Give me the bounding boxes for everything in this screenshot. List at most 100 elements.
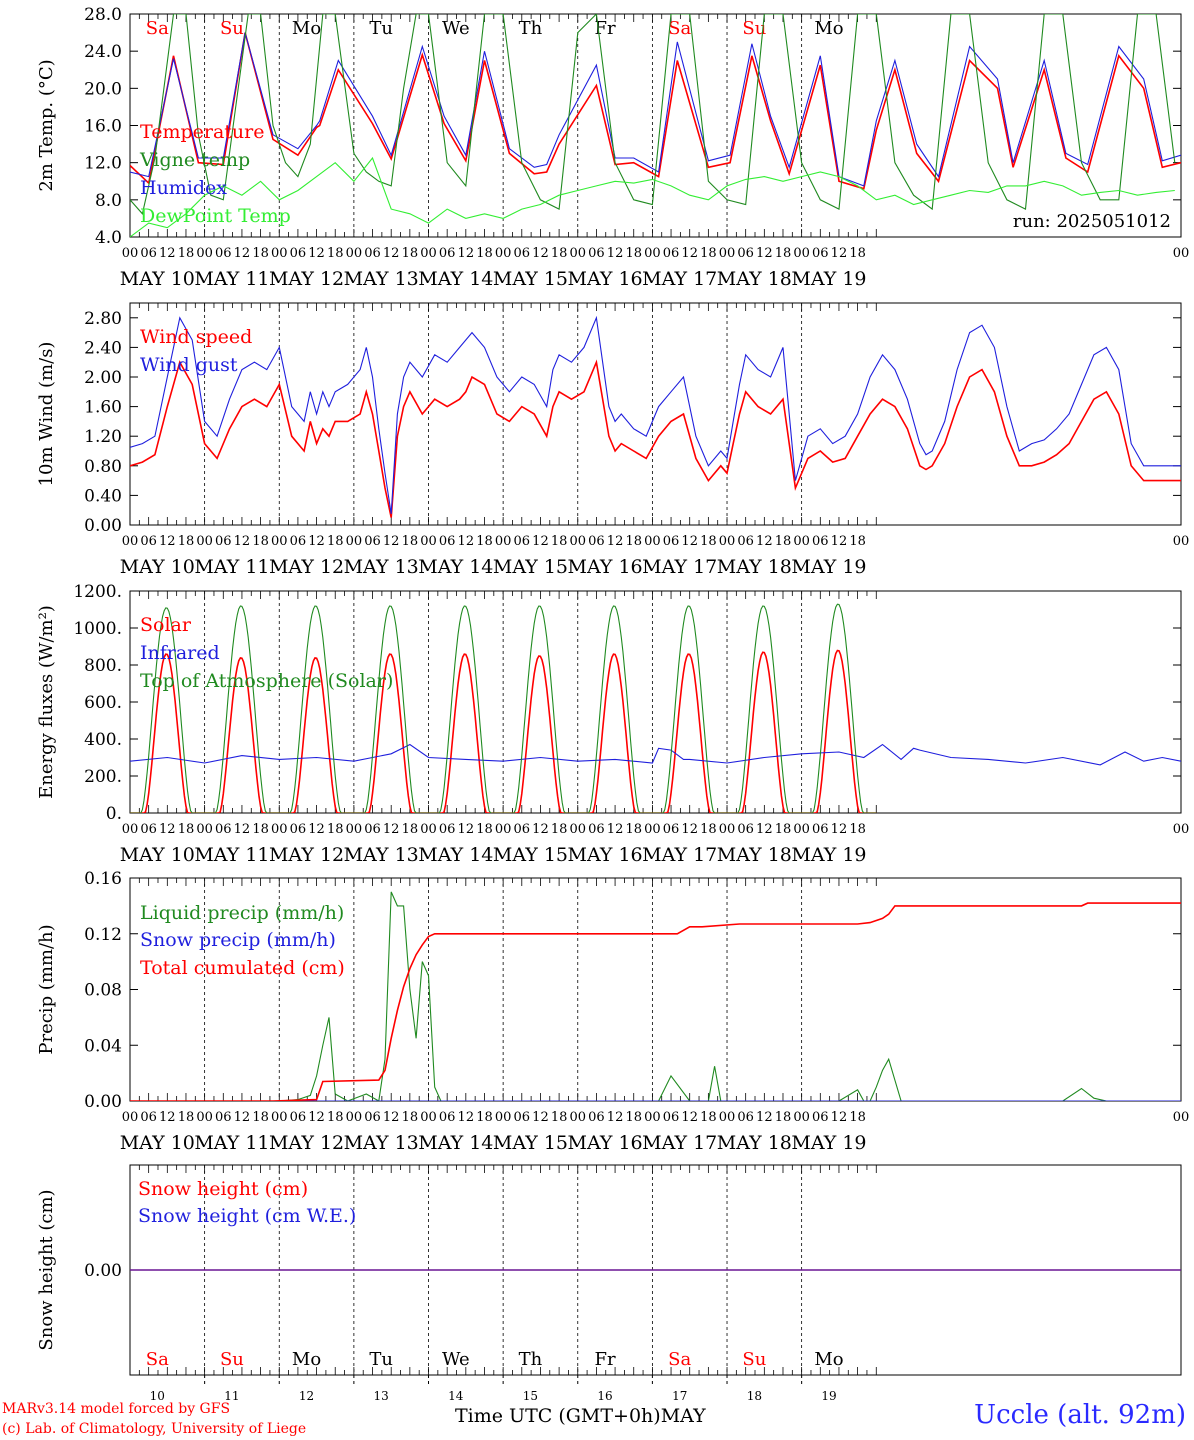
hour-tick-label: 06 [215, 534, 232, 549]
y-tick-label: 0.00 [84, 516, 122, 536]
series-line-top-of-atmosphere-solar- [130, 603, 877, 813]
date-label: MAY 15 [493, 268, 568, 290]
hour-tick-label: 12 [681, 534, 698, 549]
hour-tick-label: 18 [849, 822, 866, 837]
weekday-label: We [442, 1349, 470, 1370]
plot-frame [129, 13, 1182, 238]
y-tick-label: 0.16 [84, 869, 122, 889]
hour-tick-label: 06 [439, 534, 456, 549]
date-label: MAY 13 [344, 268, 419, 290]
y-tick-label: 200. [84, 767, 122, 787]
hour-tick-label: 12 [383, 246, 400, 261]
hour-tick-label: 12 [756, 822, 773, 837]
hour-tick-label: 00 [346, 1110, 363, 1125]
weekday-label: We [442, 18, 470, 39]
hour-tick-label: 06 [215, 1110, 232, 1125]
weekday-label: Su [220, 18, 244, 39]
hour-tick-label: 00 [644, 246, 661, 261]
weekday-label: Sa [668, 18, 691, 39]
hour-tick-label: 00 [196, 822, 213, 837]
y-tick-label: 2.80 [84, 309, 122, 329]
hour-tick-label: 18 [476, 246, 493, 261]
hour-tick-label: 18 [178, 822, 195, 837]
hour-tick-label: 18 [476, 822, 493, 837]
day-number-label: 10 [150, 1389, 165, 1403]
hour-tick-label: 00 [271, 246, 288, 261]
weekday-label: Sa [146, 18, 169, 39]
day-number-label: 12 [299, 1389, 314, 1403]
series-line-wind-speed [130, 359, 1181, 518]
legend-entry: Snow height (cm W.E.) [138, 1205, 356, 1227]
legend-entry: Solar [140, 614, 192, 636]
y-tick-label: 24.0 [84, 42, 122, 62]
y-tick-label: 0.80 [84, 457, 122, 477]
date-label: MAY 15 [493, 556, 568, 578]
hour-tick-label: 00 [346, 822, 363, 837]
hour-tick-label: 06 [663, 246, 680, 261]
legend-entry: Vigne temp [139, 149, 250, 171]
date-label: MAY 16 [567, 556, 642, 578]
hour-tick-label: 18 [402, 1110, 419, 1125]
hour-tick-label: 06 [663, 1110, 680, 1125]
hour-tick-label: 18 [327, 822, 344, 837]
hour-tick-label: 00 [644, 1110, 661, 1125]
hour-tick-label: 00 [793, 822, 810, 837]
hour-tick-label: 06 [812, 246, 829, 261]
hour-tick-label: 06 [439, 1110, 456, 1125]
date-label: MAY 13 [344, 556, 419, 578]
hour-tick-label: 18 [402, 246, 419, 261]
y-tick-label: 0.00 [84, 1261, 122, 1281]
y-tick-label: 28.0 [84, 5, 122, 25]
hour-tick-label: 12 [308, 534, 325, 549]
plot-frame [129, 590, 1182, 814]
hour-tick-label: 12 [234, 822, 251, 837]
series-line-wind-gust [130, 315, 1181, 514]
hour-tick-label: 12 [458, 1110, 475, 1125]
series-line-temperature [130, 32, 1181, 190]
y-tick-label: 1000. [73, 619, 122, 639]
lab-credit: (c) Lab. of Climatology, University of L… [2, 1421, 307, 1437]
hour-tick-label: 12 [831, 1110, 848, 1125]
weekday-label: Fr [595, 18, 616, 39]
hour-tick-label: 18 [252, 534, 269, 549]
hour-tick-label: 06 [364, 822, 381, 837]
hour-tick-label: 18 [625, 246, 642, 261]
date-label: MAY 18 [717, 556, 792, 578]
hour-tick-label: 06 [514, 822, 531, 837]
y-tick-label: 1.20 [84, 427, 122, 447]
hour-tick-label: 12 [308, 246, 325, 261]
hour-tick-label: 00 [644, 822, 661, 837]
hour-tick-label: 18 [700, 534, 717, 549]
hour-tick-label: 18 [252, 246, 269, 261]
weekday-label: Tu [369, 1349, 393, 1370]
hour-tick-label: 06 [140, 246, 157, 261]
y-tick-label: 0. [106, 804, 122, 824]
hour-tick-label: 00 [420, 246, 437, 261]
hour-tick-label: 18 [625, 822, 642, 837]
date-label: MAY 11 [194, 268, 269, 290]
weekday-label: Su [220, 1349, 244, 1370]
hour-tick-label: 00 [196, 1110, 213, 1125]
date-label: MAY 14 [418, 556, 493, 578]
weekday-label: Sa [146, 1349, 169, 1370]
y-tick-label: 1.60 [84, 398, 122, 418]
legend-entry: Infrared [140, 642, 220, 664]
hour-tick-label: 18 [178, 1110, 195, 1125]
hour-tick-label: 06 [812, 822, 829, 837]
date-label: MAY 10 [120, 556, 195, 578]
date-label: MAY 11 [194, 844, 269, 866]
hour-tick-label: 18 [700, 1110, 717, 1125]
day-number-label: 15 [523, 1389, 538, 1403]
y-tick-label: 2.00 [84, 368, 122, 388]
y-tick-label: 0.08 [84, 981, 122, 1001]
hour-tick-label: 06 [140, 534, 157, 549]
hour-tick-label: 12 [756, 246, 773, 261]
hour-tick-label: 00 [1173, 534, 1190, 549]
hour-tick-label: 06 [439, 822, 456, 837]
hour-tick-label: 18 [178, 246, 195, 261]
hour-tick-label: 06 [140, 1110, 157, 1125]
hour-tick-label: 18 [327, 534, 344, 549]
hour-tick-label: 06 [290, 1110, 307, 1125]
day-number-label: 13 [374, 1389, 389, 1403]
legend-entry: Total cumulated (cm) [140, 957, 345, 979]
